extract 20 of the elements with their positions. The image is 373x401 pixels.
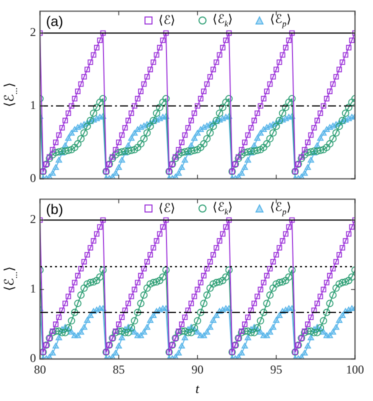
y-tick-label: 1 [30,98,36,112]
legend-label: ⟨ℰ$_{k}$⟩ [212,200,234,217]
chart-title: (b) [46,201,64,218]
y-tick-label: 1 [30,282,36,296]
y-tick-label: 2 [30,25,36,40]
x-tick-label: 100 [346,362,364,376]
x-tick-label: 90 [192,362,204,376]
legend-label: ⟨ℰ⟩ [158,12,176,28]
legend-label: ⟨ℰ$_{k}$⟩ [212,12,234,29]
x-tick-label: 95 [270,362,282,376]
chart-title: (a) [46,13,64,30]
x-tick-label: 85 [112,362,125,376]
x-axis-title: t [196,381,200,397]
x-tick-label: 80 [34,362,46,376]
y-tick-label: 0 [30,351,36,366]
legend-label: ⟨ℰ$_{p}$⟩ [270,200,292,217]
y-tick-label: 0 [30,170,36,185]
legend-label: ⟨ℰ⟩ [158,200,176,216]
y-tick-label: 2 [30,212,36,226]
legend-label: ⟨ℰ$_{p}$⟩ [270,12,292,29]
